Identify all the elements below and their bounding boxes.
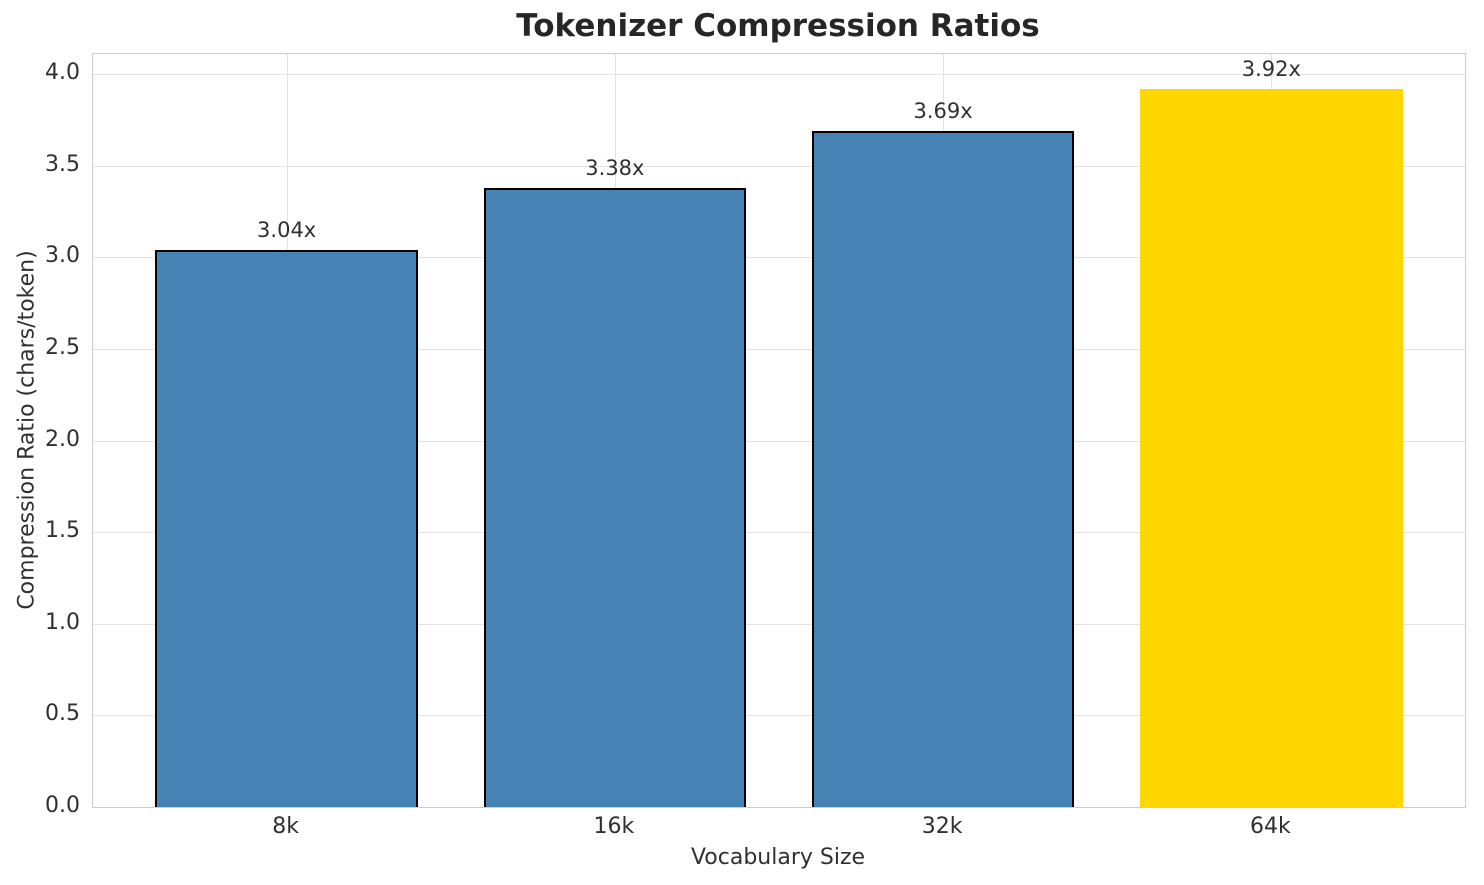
x-tick-label: 64k bbox=[1249, 814, 1291, 839]
x-axis-label: Vocabulary Size bbox=[690, 845, 866, 870]
y-tick-label: 0.0 bbox=[45, 793, 80, 818]
h-gridline bbox=[93, 715, 1465, 717]
h-gridline bbox=[93, 257, 1465, 259]
x-tick-label: 32k bbox=[921, 814, 963, 839]
y-tick-label: 3.5 bbox=[45, 151, 80, 177]
bar bbox=[1140, 88, 1403, 807]
h-gridline bbox=[93, 165, 1465, 167]
y-tick-label: 2.5 bbox=[45, 334, 80, 360]
bar bbox=[155, 250, 418, 807]
bar bbox=[483, 187, 747, 807]
y-tick-label: 3.0 bbox=[45, 243, 80, 269]
bar-value-label: 3.92x bbox=[1241, 56, 1301, 81]
h-gridline bbox=[93, 74, 1465, 76]
h-gridline bbox=[93, 623, 1465, 625]
x-tick-label: 8k bbox=[272, 814, 300, 839]
y-tick-label: 4.0 bbox=[45, 60, 80, 86]
h-gridline bbox=[93, 440, 1465, 442]
chart-title: Tokenizer Compression Ratios bbox=[516, 8, 1040, 44]
y-tick-label: 2.0 bbox=[45, 426, 80, 452]
x-tick-label: 16k bbox=[593, 814, 635, 839]
y-tick-label: 1.0 bbox=[45, 609, 80, 635]
h-gridline bbox=[93, 532, 1465, 534]
y-tick-label: 1.5 bbox=[45, 518, 80, 544]
plot-area: 3.04x 3.38x 3.69x 3.92x bbox=[92, 53, 1466, 808]
bar-value-label: 3.38x bbox=[585, 155, 645, 180]
y-tick-label: 0.5 bbox=[45, 701, 80, 727]
h-gridline bbox=[93, 348, 1465, 350]
bar-value-label: 3.69x bbox=[913, 98, 973, 123]
bar bbox=[811, 130, 1075, 807]
bar-value-label: 3.04x bbox=[257, 218, 317, 243]
